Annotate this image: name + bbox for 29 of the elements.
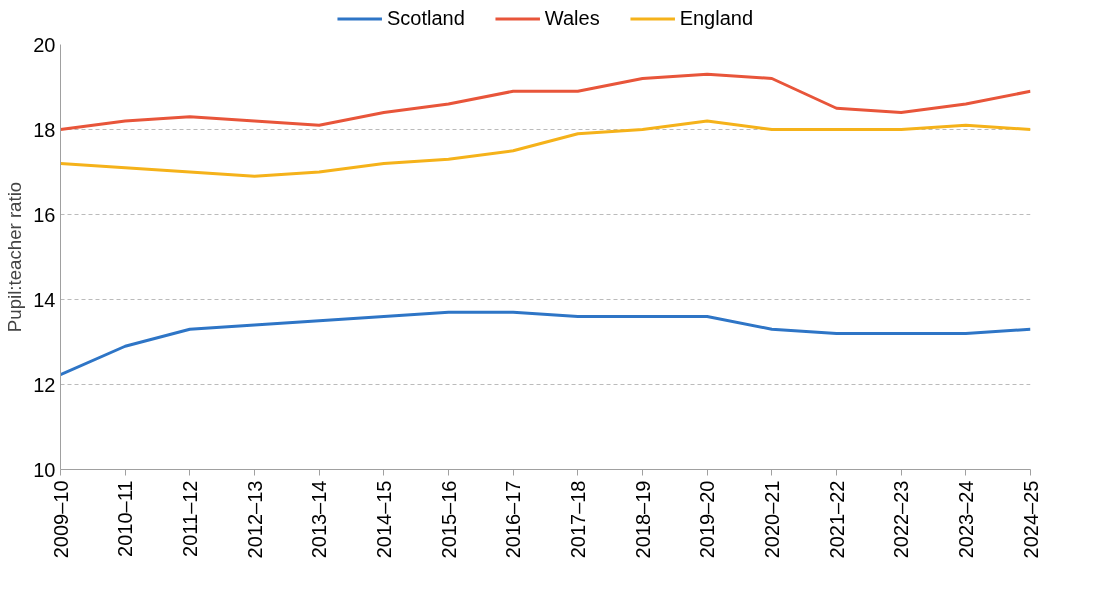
y-tick-label: 20 [33,33,56,56]
y-tick-label: 10 [33,458,56,481]
x-tick-label: 2021–22 [825,480,848,559]
x-tick-label: 2018–19 [631,480,654,559]
x-tick-label: 2012–13 [243,480,266,559]
x-tick-label: 2017–18 [566,480,589,559]
line-series [60,72,1031,131]
y-axis-title: Pupil:teacher ratio [4,181,26,333]
line-series [60,119,1031,178]
x-tick-label: 2023–24 [954,480,977,559]
x-tick-label: 2014–15 [372,480,395,559]
legend-label: Scotland [386,6,465,30]
x-tick-label: 2022–23 [890,480,913,559]
x-tick-label: 2010–11 [114,480,137,557]
legend-label: Wales [544,6,600,30]
x-tick-label: 2015–16 [437,480,460,559]
legend-label: England [679,6,754,30]
x-tick-label: 2020–21 [760,480,783,559]
x-tick-label: 2009–10 [49,480,72,559]
y-tick-label: 14 [33,288,56,311]
x-tick-label: 2024–25 [1019,480,1042,559]
y-tick-label: 18 [33,118,56,141]
x-tick-label: 2019–20 [696,480,719,559]
y-tick-label: 12 [33,373,56,396]
x-tick-label: 2011–12 [178,480,201,557]
line-series [60,310,1031,377]
y-tick-label: 16 [33,203,56,226]
x-tick-label: 2013–14 [308,480,331,559]
x-tick-label: 2016–17 [502,480,525,559]
